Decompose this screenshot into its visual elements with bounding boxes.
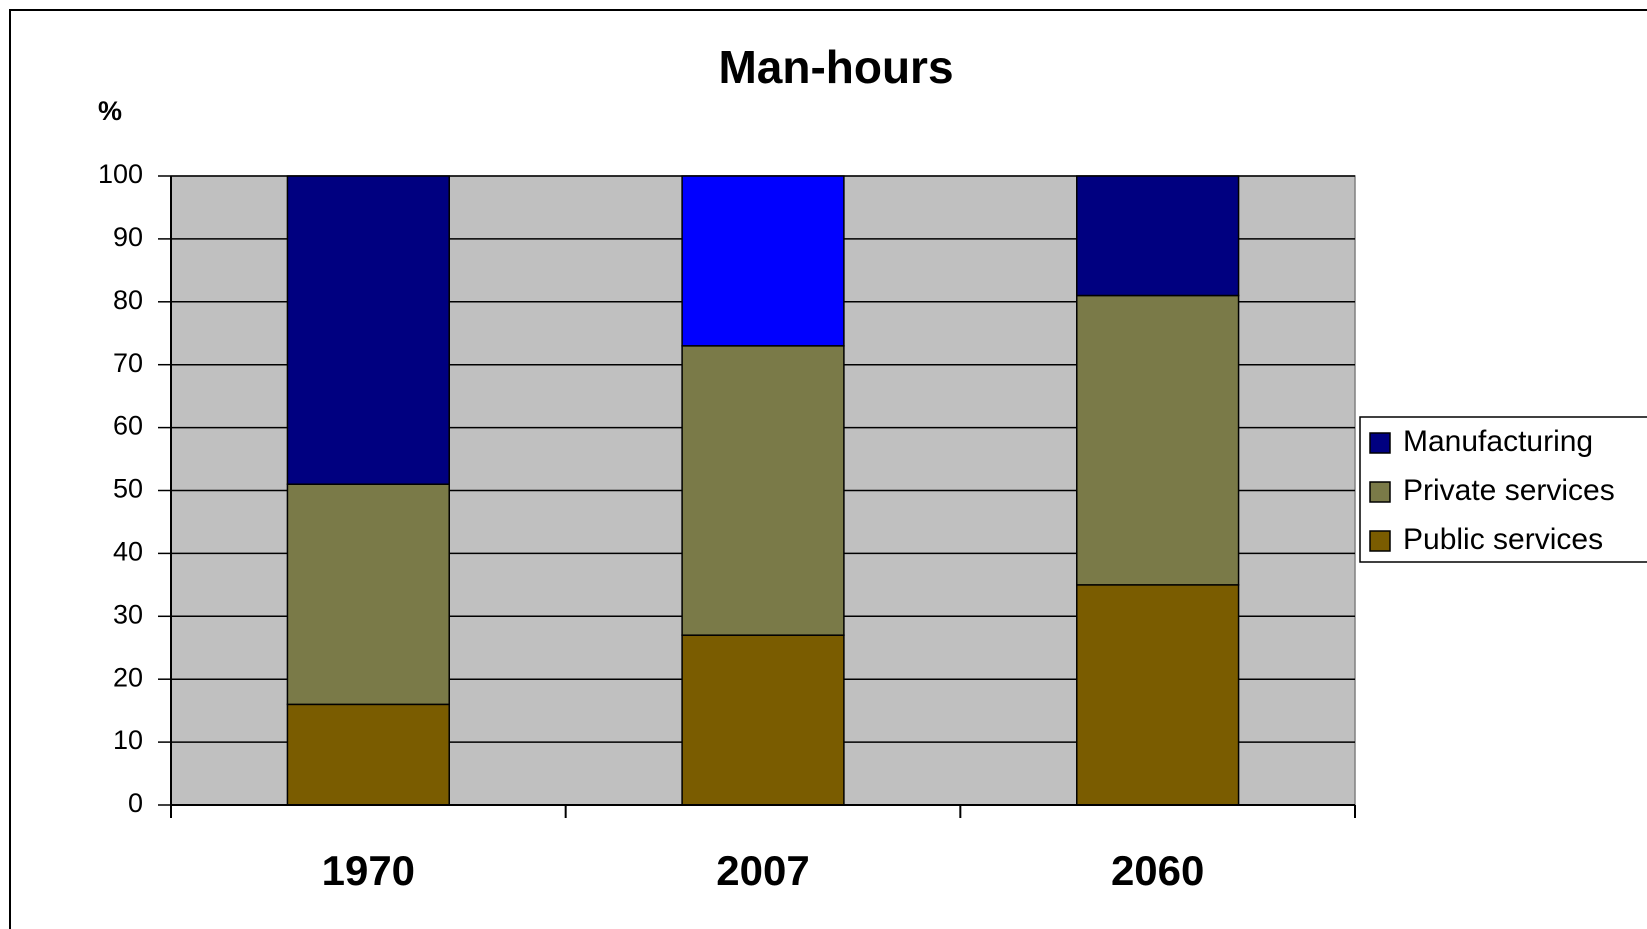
bar-segment — [286, 175, 450, 485]
legend-swatch — [1369, 432, 1391, 454]
y-tick-label: 60 — [113, 411, 143, 441]
bar-segment — [286, 703, 450, 806]
legend-swatch — [1369, 481, 1391, 503]
x-tick-label: 2060 — [1111, 847, 1204, 894]
x-tick-label: 1970 — [322, 847, 415, 894]
legend-box — [1359, 416, 1647, 563]
bar-segment — [286, 483, 450, 706]
bar-segment — [681, 175, 845, 347]
y-tick-label: 70 — [113, 348, 143, 378]
chart-title: Man-hours — [718, 41, 953, 93]
legend-label: Public services — [1403, 523, 1603, 556]
y-tick-label: 90 — [113, 222, 143, 252]
bar-segment — [1076, 584, 1240, 806]
bar-segment — [1076, 294, 1240, 586]
bar-segment — [681, 345, 845, 636]
y-tick-label: 100 — [98, 159, 143, 189]
legend-label: Private services — [1403, 474, 1615, 507]
y-tick-label: 30 — [113, 599, 143, 629]
y-tick-label: 10 — [113, 725, 143, 755]
y-tick-label: 40 — [113, 537, 143, 567]
bar-segment — [1076, 175, 1240, 297]
x-tick-label: 2007 — [716, 847, 809, 894]
legend-label: Manufacturing — [1403, 425, 1593, 458]
y-tick-label: 80 — [113, 285, 143, 315]
y-tick-label: 20 — [113, 662, 143, 692]
legend-swatch — [1369, 530, 1391, 552]
bar-segment — [681, 634, 845, 806]
y-axis-label: % — [98, 96, 122, 126]
y-tick-label: 50 — [113, 474, 143, 504]
y-tick-label: 0 — [128, 788, 143, 818]
